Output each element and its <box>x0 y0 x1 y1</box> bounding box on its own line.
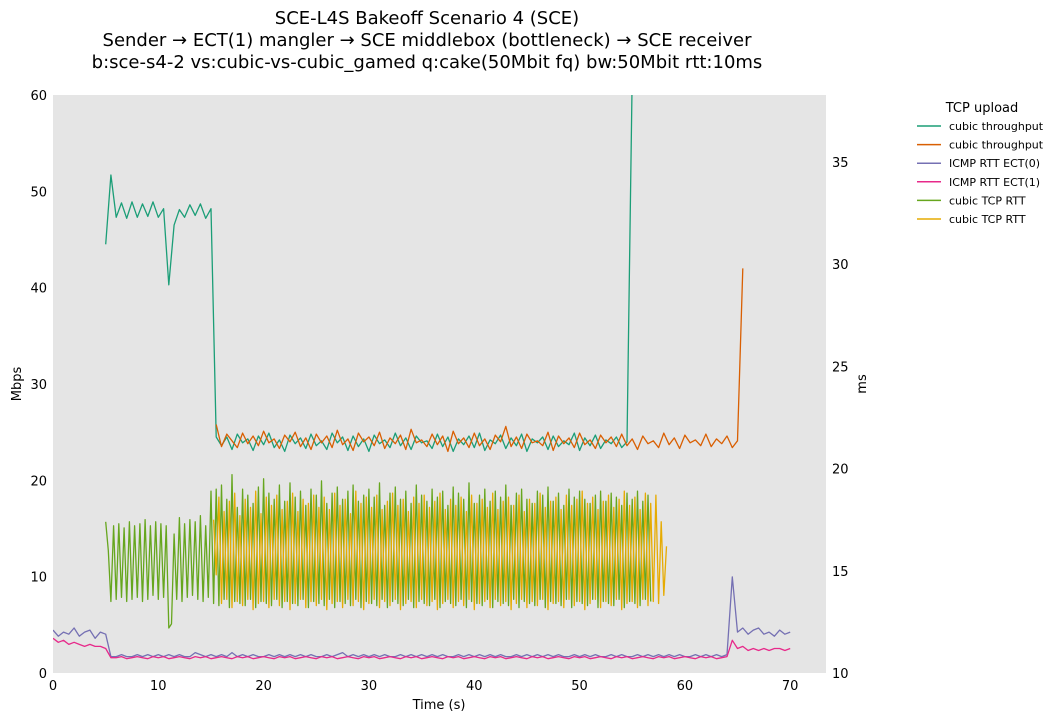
legend-entry-3: ICMP RTT ECT(1) <box>949 176 1040 189</box>
x-tick-label: 50 <box>571 679 588 694</box>
series-layer <box>53 95 791 660</box>
y2-tick-label: 20 <box>832 463 849 478</box>
y-tick-label: 10 <box>30 571 47 586</box>
x-tick-label: 40 <box>466 679 483 694</box>
legend-title: TCP upload <box>945 101 1019 116</box>
series-line-2 <box>53 576 791 658</box>
legend-entry-2: ICMP RTT ECT(0) <box>949 157 1040 170</box>
y-tick-label: 60 <box>30 89 47 104</box>
y-tick-label: 40 <box>30 282 47 297</box>
x-axis-label: Time (s) <box>412 698 466 713</box>
x-tick-label: 20 <box>255 679 272 694</box>
legend-entry-5: cubic TCP RTT <box>949 213 1026 226</box>
y2-tick-label: 35 <box>832 156 849 171</box>
y2-tick-label: 10 <box>832 667 849 682</box>
y2-tick-label: 25 <box>832 360 849 375</box>
legend-entry-0: cubic throughput <box>949 120 1044 133</box>
x-tick-label: 10 <box>150 679 167 694</box>
chart-title-line-2: Sender → ECT(1) mangler → SCE middlebox … <box>103 30 753 51</box>
axes: 0 10 20 30 40 50 60 70 0 10 20 30 40 50 60 10 15 20 25 30 35 <box>30 89 848 694</box>
x-tick-label: 60 <box>677 679 694 694</box>
series-line-3 <box>53 637 791 660</box>
x-tick-label: 0 <box>49 679 57 694</box>
y-tick-label: 50 <box>30 185 47 200</box>
x-tick-label: 30 <box>361 679 378 694</box>
y2-tick-label: 30 <box>832 258 849 273</box>
y2-axis-label: ms <box>855 374 870 394</box>
y2-tick-label: 15 <box>832 565 849 580</box>
chart-title-line-1: SCE-L4S Bakeoff Scenario 4 (SCE) <box>275 8 579 29</box>
legend-entry-4: cubic TCP RTT <box>949 194 1026 207</box>
legend-entry-1: cubic throughput <box>949 139 1044 152</box>
y-tick-label: 30 <box>30 378 47 393</box>
y-tick-label: 20 <box>30 474 47 489</box>
y-tick-label: 0 <box>39 667 47 682</box>
series-line-5 <box>212 490 668 611</box>
series-line-1 <box>215 268 744 453</box>
chart-title-line-3: b:sce-s4-2 vs:cubic-vs-cubic_gamed q:cak… <box>92 52 763 73</box>
legend: TCP upload cubic throughput cubic through… <box>917 101 1044 226</box>
x-tick-label: 70 <box>782 679 799 694</box>
y-axis-label: Mbps <box>10 367 25 402</box>
